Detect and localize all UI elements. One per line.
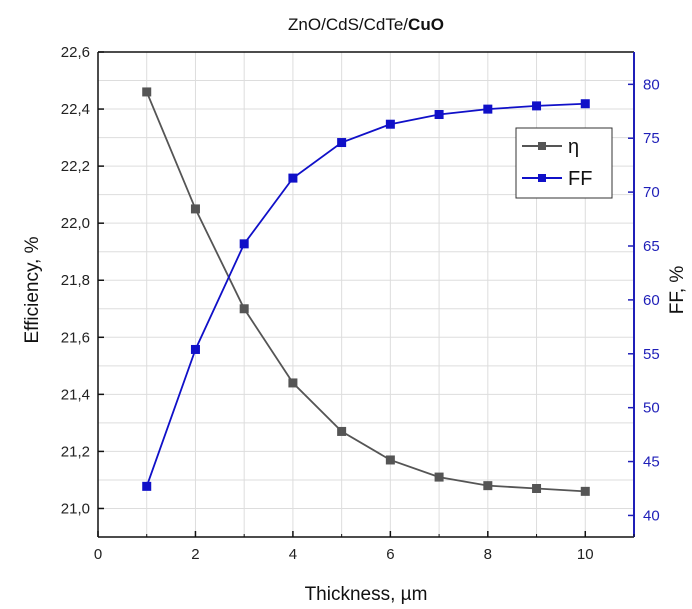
y-right-tick-label: 60: [643, 292, 660, 309]
y-left-tick-label: 21,4: [61, 386, 90, 403]
chart-title-plain: ZnO/CdS/CdTe/: [288, 15, 408, 34]
x-tick-label: 10: [577, 546, 594, 563]
x-tick-label: 0: [94, 546, 102, 563]
y-left-tick-label: 22,2: [61, 158, 90, 175]
axes: [97, 51, 635, 538]
data-point-ff: [483, 104, 493, 114]
legend-eta-label: η: [568, 136, 579, 158]
y-left-axis-title: Efficiency, %: [22, 236, 43, 343]
y-right-tick-label: 50: [643, 400, 660, 417]
chart-title-bold: CuO: [408, 15, 444, 34]
data-point-eta: [483, 481, 493, 491]
data-point-ff: [288, 173, 298, 183]
data-point-eta: [532, 484, 542, 493]
y-left-tick-label: 22,0: [61, 215, 90, 232]
tick-labels: 0 2 4 6 8 10 21,0 21,2 21,4 21,6 21,8 22,0 22,2 22,4 2…: [61, 44, 660, 563]
series-line-eta: [145, 91, 586, 493]
series-line-ff: [145, 102, 586, 487]
x-tick-label: 2: [191, 546, 199, 563]
data-point-ff: [239, 239, 249, 249]
data-point-eta: [288, 378, 298, 388]
data-point-ff: [142, 481, 152, 491]
x-axis-title: Thickness, µm: [305, 584, 428, 605]
series-layer: [142, 87, 590, 496]
data-point-eta: [190, 204, 200, 214]
y-left-tick-label: 21,2: [61, 443, 90, 460]
data-point-ff: [337, 138, 347, 148]
data-point-ff: [434, 110, 444, 120]
y-right-axis-title: FF, %: [667, 266, 688, 315]
data-point-ff: [532, 101, 542, 111]
y-right-tick-label: 80: [643, 76, 660, 93]
y-left-tick-label: 22,6: [61, 44, 90, 61]
data-point-eta: [142, 87, 152, 97]
legend: η FF: [515, 127, 613, 199]
data-point-eta: [239, 304, 249, 314]
legend-box: [515, 127, 613, 199]
y-left-tick-label: 21,6: [61, 329, 90, 346]
y-right-tick-label: 40: [643, 507, 660, 524]
x-tick-label: 6: [386, 546, 394, 563]
y-left-tick-label: 21,0: [61, 500, 90, 517]
legend-ff-marker: [538, 174, 546, 182]
y-right-tick-label: 75: [643, 130, 660, 147]
x-tick-label: 4: [289, 546, 297, 563]
data-point-eta: [385, 455, 395, 465]
data-point-eta: [434, 472, 444, 482]
data-point-eta: [337, 426, 347, 436]
y-left-tick-label: 22,4: [61, 101, 90, 118]
y-right-tick-label: 55: [643, 346, 660, 363]
y-left-tick-label: 21,8: [61, 272, 90, 289]
x-tick-label: 8: [484, 546, 492, 563]
data-point-ff: [190, 344, 200, 354]
grid: [98, 51, 634, 537]
y-right-tick-label: 70: [643, 184, 660, 201]
chart-title: ZnO/CdS/CdTe/CuO: [288, 15, 444, 34]
y-right-tick-label: 65: [643, 238, 660, 255]
data-point-eta: [580, 486, 590, 496]
legend-ff-label: FF: [568, 168, 592, 190]
data-point-ff: [385, 119, 395, 129]
legend-eta-marker: [538, 142, 546, 150]
data-point-ff: [580, 99, 590, 109]
y-right-tick-label: 45: [643, 454, 660, 471]
